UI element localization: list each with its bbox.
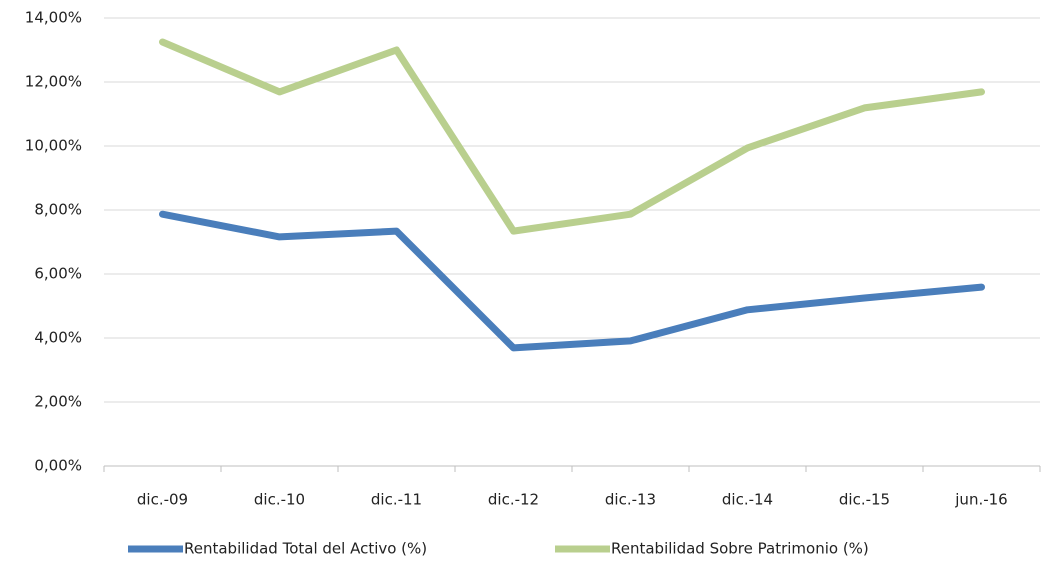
x-tick-label: dic.-10 — [254, 491, 305, 509]
y-tick-label: 8,00% — [34, 201, 82, 219]
y-tick-label: 0,00% — [34, 457, 82, 475]
x-tick-label: dic.-13 — [605, 491, 656, 509]
y-tick-label: 6,00% — [34, 265, 82, 283]
x-tick-label: dic.-11 — [371, 491, 422, 509]
y-tick-label: 2,00% — [34, 393, 82, 411]
x-tick-label: dic.-09 — [137, 491, 188, 509]
x-tick-label: dic.-14 — [722, 491, 773, 509]
x-tick-label: dic.-15 — [839, 491, 890, 509]
series-line — [159, 210, 985, 352]
legend-label: Rentabilidad Total del Activo (%) — [184, 540, 427, 558]
x-tick-label: jun.-16 — [954, 491, 1007, 509]
legend-label: Rentabilidad Sobre Patrimonio (%) — [611, 540, 869, 558]
y-tick-label: 12,00% — [25, 73, 82, 91]
y-tick-label: 4,00% — [34, 329, 82, 347]
y-tick-label: 14,00% — [25, 9, 82, 27]
series-line — [159, 38, 985, 235]
y-tick-label: 10,00% — [25, 137, 82, 155]
x-tick-label: dic.-12 — [488, 491, 539, 509]
